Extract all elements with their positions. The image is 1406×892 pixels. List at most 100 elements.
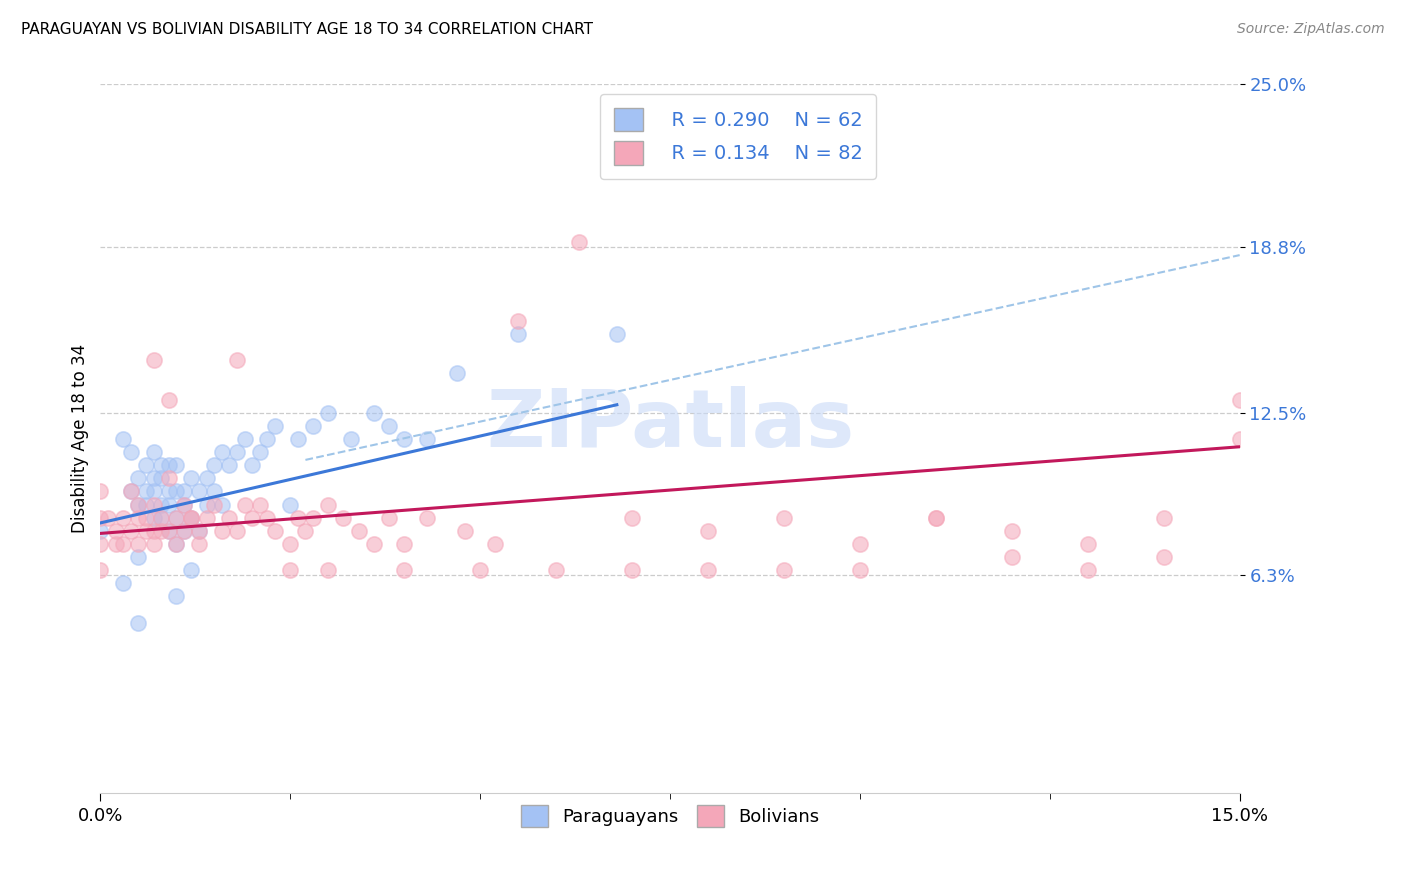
Point — [1077, 537, 1099, 551]
Point — [568, 235, 591, 249]
Point — [256, 510, 278, 524]
Point — [195, 510, 218, 524]
Point — [392, 537, 415, 551]
Point — [264, 418, 287, 433]
Point — [89, 524, 111, 538]
Point — [773, 510, 796, 524]
Point — [378, 510, 401, 524]
Point — [173, 524, 195, 538]
Point — [302, 510, 325, 524]
Point — [142, 524, 165, 538]
Point — [218, 510, 240, 524]
Point — [127, 510, 149, 524]
Point — [150, 471, 173, 485]
Point — [150, 510, 173, 524]
Point — [188, 524, 211, 538]
Point — [233, 432, 256, 446]
Point — [1001, 549, 1024, 564]
Point — [202, 458, 225, 472]
Point — [332, 510, 354, 524]
Point — [165, 484, 187, 499]
Point — [150, 458, 173, 472]
Point — [89, 537, 111, 551]
Text: Source: ZipAtlas.com: Source: ZipAtlas.com — [1237, 22, 1385, 37]
Point — [112, 576, 135, 591]
Point — [1001, 524, 1024, 538]
Point — [112, 432, 135, 446]
Point — [127, 549, 149, 564]
Point — [188, 524, 211, 538]
Point — [202, 498, 225, 512]
Point — [226, 353, 249, 368]
Point — [363, 406, 385, 420]
Point — [157, 458, 180, 472]
Point — [392, 563, 415, 577]
Point — [165, 510, 187, 524]
Point — [112, 537, 135, 551]
Point — [89, 563, 111, 577]
Point — [127, 471, 149, 485]
Point — [218, 458, 240, 472]
Point — [142, 537, 165, 551]
Point — [120, 484, 142, 499]
Point — [173, 524, 195, 538]
Point — [89, 484, 111, 499]
Point — [294, 524, 316, 538]
Text: PARAGUAYAN VS BOLIVIAN DISABILITY AGE 18 TO 34 CORRELATION CHART: PARAGUAYAN VS BOLIVIAN DISABILITY AGE 18… — [21, 22, 593, 37]
Point — [697, 563, 720, 577]
Point — [97, 510, 120, 524]
Point — [468, 563, 491, 577]
Point — [127, 615, 149, 630]
Legend: Paraguayans, Bolivians: Paraguayans, Bolivians — [513, 797, 827, 834]
Point — [142, 445, 165, 459]
Point — [142, 484, 165, 499]
Point — [165, 537, 187, 551]
Point — [621, 563, 644, 577]
Point — [165, 510, 187, 524]
Point — [546, 563, 568, 577]
Point — [925, 510, 948, 524]
Point — [127, 537, 149, 551]
Point — [240, 510, 263, 524]
Point — [173, 498, 195, 512]
Point — [621, 510, 644, 524]
Point — [150, 524, 173, 538]
Point — [211, 445, 233, 459]
Point — [157, 471, 180, 485]
Point — [506, 314, 529, 328]
Point — [120, 484, 142, 499]
Point — [89, 510, 111, 524]
Point — [363, 537, 385, 551]
Point — [188, 484, 211, 499]
Point — [1077, 563, 1099, 577]
Point — [173, 484, 195, 499]
Point — [180, 471, 202, 485]
Point — [180, 510, 202, 524]
Point — [1229, 432, 1251, 446]
Point — [104, 524, 127, 538]
Point — [1153, 510, 1175, 524]
Point — [316, 498, 339, 512]
Point — [849, 563, 872, 577]
Point — [157, 392, 180, 407]
Point — [378, 418, 401, 433]
Point — [142, 353, 165, 368]
Point — [773, 563, 796, 577]
Point — [188, 537, 211, 551]
Point — [150, 510, 173, 524]
Point — [347, 524, 370, 538]
Point — [287, 432, 309, 446]
Point — [135, 458, 157, 472]
Point — [120, 445, 142, 459]
Point — [211, 524, 233, 538]
Point — [120, 524, 142, 538]
Point — [135, 498, 157, 512]
Point — [240, 458, 263, 472]
Point — [157, 524, 180, 538]
Point — [180, 563, 202, 577]
Point — [849, 537, 872, 551]
Point — [506, 326, 529, 341]
Point — [416, 432, 439, 446]
Point — [340, 432, 363, 446]
Point — [264, 524, 287, 538]
